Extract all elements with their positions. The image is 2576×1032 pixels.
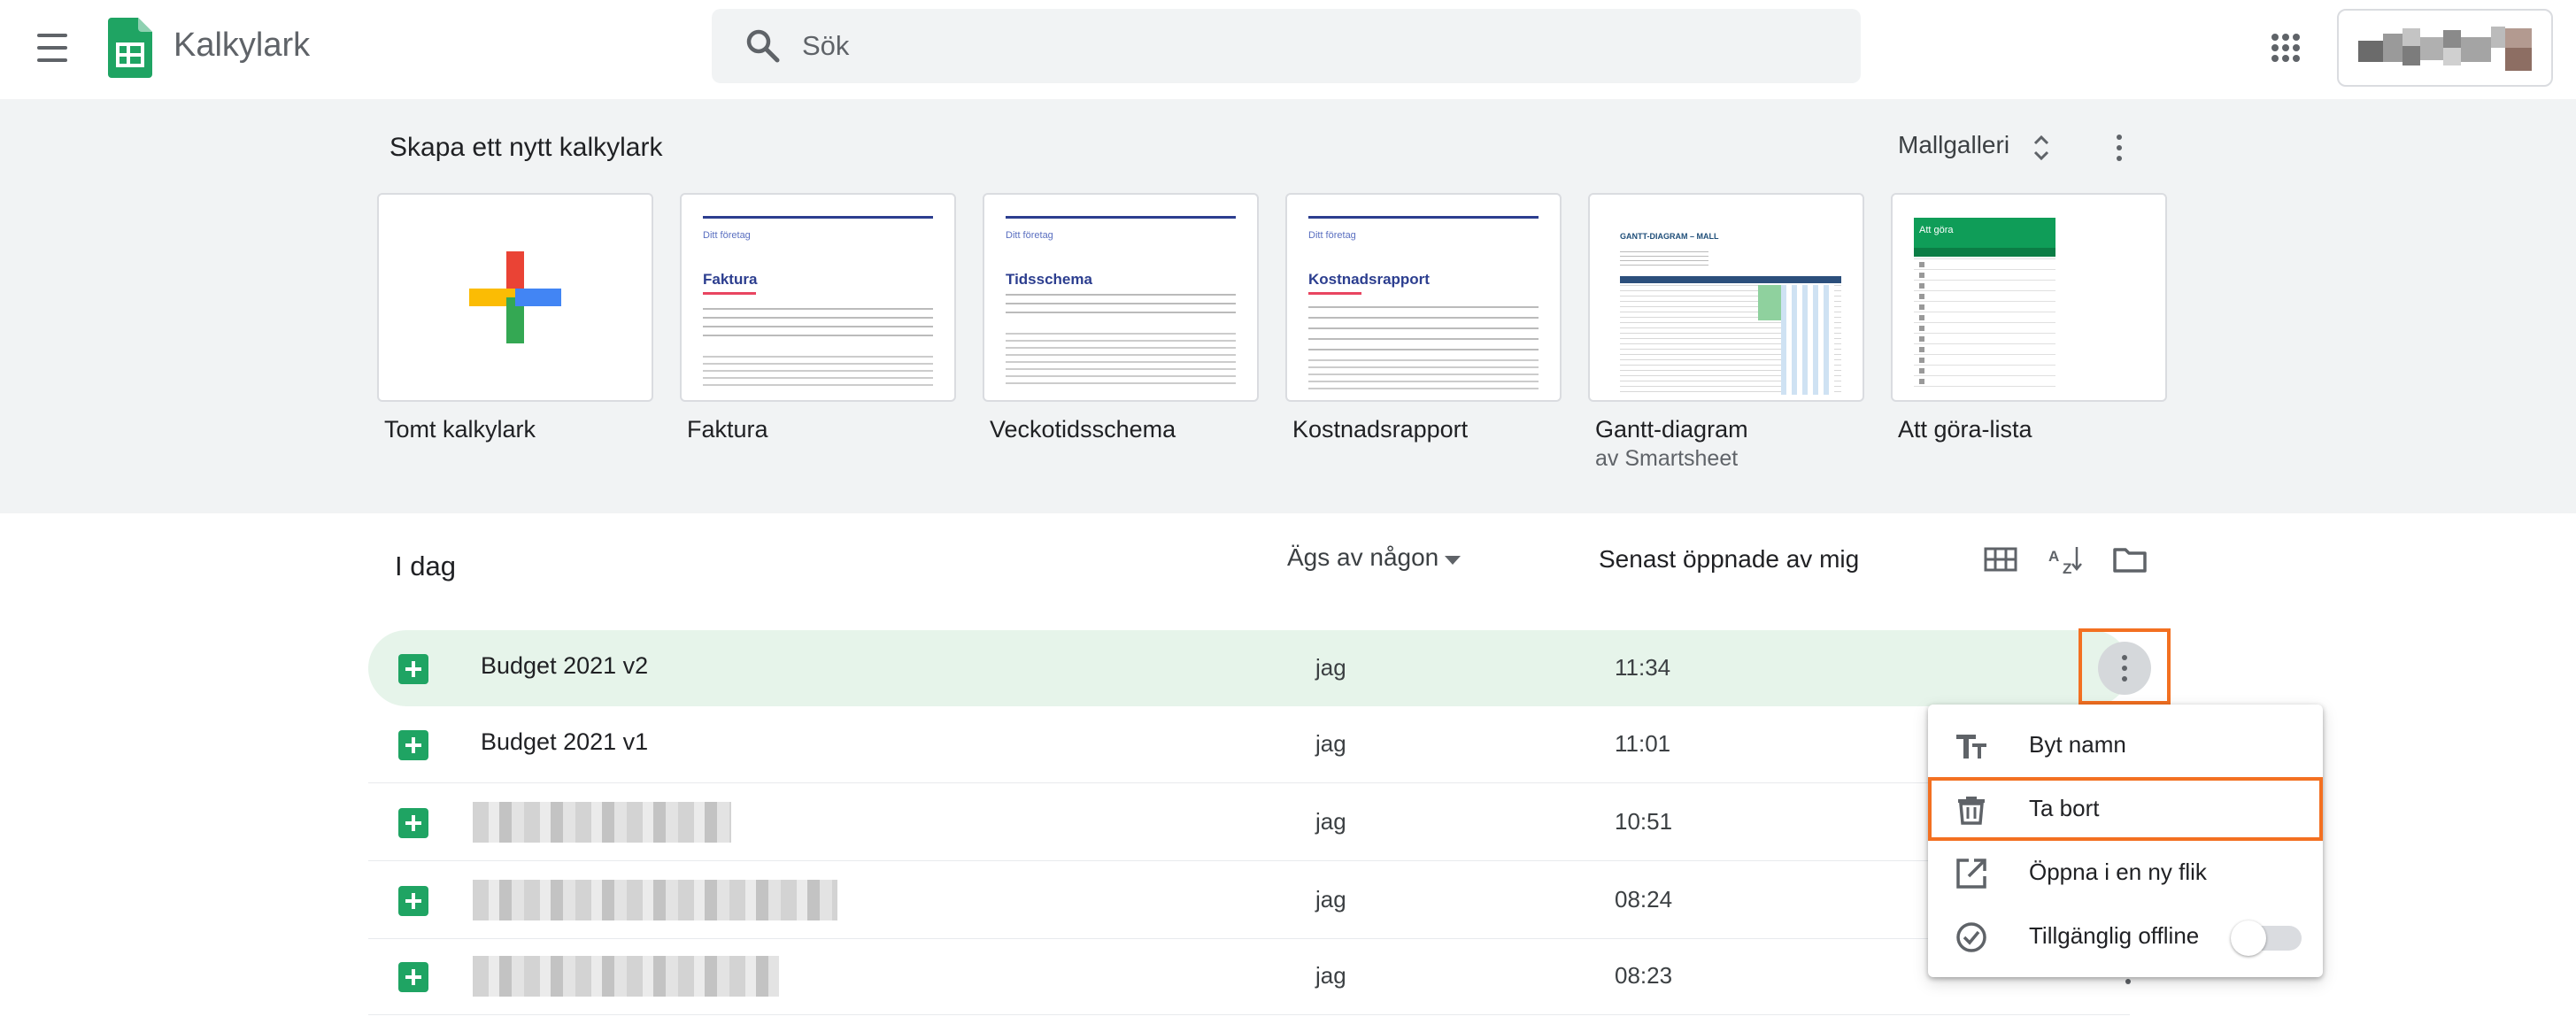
thumb-title: Kostnadsrapport xyxy=(1308,271,1430,288)
template-label: Att göra-lista xyxy=(1898,416,2032,443)
sheets-file-icon xyxy=(398,730,428,760)
text-format-icon xyxy=(1956,735,1986,759)
plus-icon xyxy=(469,251,561,343)
template-label: Tomt kalkylark xyxy=(384,416,536,443)
menu-item-label: Byt namn xyxy=(2029,731,2126,758)
file-time: 11:01 xyxy=(1615,730,1671,757)
template-label: Gantt-diagram xyxy=(1595,416,1748,443)
menu-item-label: Öppna i en ny flik xyxy=(2029,859,2207,885)
template-expense-report[interactable]: Ditt företag Kostnadsrapport xyxy=(1285,193,1562,402)
file-time: 10:51 xyxy=(1615,808,1673,835)
top-bar: Kalkylark xyxy=(0,0,2576,99)
list-section-title: I dag xyxy=(395,551,456,581)
redacted-file-name[interactable] xyxy=(473,880,837,920)
template-sublabel: av Smartsheet xyxy=(1595,446,1739,471)
sort-az-icon[interactable]: A Z xyxy=(2047,542,2082,577)
file-row[interactable]: Budget 2021 v2 jag 11:34 xyxy=(368,630,2130,706)
menu-item-label: Tillgänglig offline xyxy=(2029,922,2200,949)
file-row[interactable]: jag 08:23 xyxy=(368,938,2130,1015)
search-bar[interactable] xyxy=(712,9,1861,83)
template-label: Kostnadsrapport xyxy=(1292,416,1469,443)
sheets-file-icon xyxy=(398,962,428,992)
thumb-title: GANTT-DIAGRAM – MALL xyxy=(1620,232,1719,241)
thumb-company: Ditt företag xyxy=(1006,230,1053,241)
redacted-file-name[interactable] xyxy=(473,956,779,997)
template-blank[interactable] xyxy=(377,193,653,402)
open-in-new-icon xyxy=(1956,859,1986,889)
file-name[interactable]: Budget 2021 v1 xyxy=(481,728,649,755)
file-owner: jag xyxy=(1315,730,1346,757)
main-menu-button[interactable] xyxy=(34,30,74,65)
thumb-title: Faktura xyxy=(703,271,758,288)
google-apps-icon[interactable] xyxy=(2271,34,2300,62)
file-row[interactable]: Budget 2021 v1 jag 11:01 xyxy=(368,706,2130,783)
file-row[interactable]: jag 08:24 xyxy=(368,862,2130,939)
file-name[interactable]: Budget 2021 v2 xyxy=(481,652,649,679)
search-input[interactable] xyxy=(800,25,1778,67)
svg-text:A: A xyxy=(2048,548,2059,565)
file-owner: jag xyxy=(1315,654,1346,681)
owner-filter-dropdown[interactable]: Ägs av någon xyxy=(1287,543,1439,571)
template-todo[interactable]: Att göra xyxy=(1891,193,2167,402)
offline-check-icon xyxy=(1956,922,1986,952)
caret-down-icon[interactable] xyxy=(1445,556,1461,565)
menu-item-open-new-tab[interactable]: Öppna i en ny flik xyxy=(1928,841,2323,905)
menu-item-offline[interactable]: Tillgänglig offline xyxy=(1928,905,2323,968)
row-more-actions-highlight[interactable] xyxy=(2079,628,2171,705)
section-title: Skapa ett nytt kalkylark xyxy=(389,133,663,162)
thumb-title: Att göra xyxy=(1919,225,1954,235)
thumb-company: Ditt företag xyxy=(1308,230,1356,241)
trash-icon xyxy=(1958,797,1985,825)
thumb-company: Ditt företag xyxy=(703,230,751,241)
file-time: 08:23 xyxy=(1615,962,1673,989)
template-gallery-button[interactable]: Mallgalleri xyxy=(1898,131,2010,158)
search-icon[interactable] xyxy=(744,27,783,65)
file-time: 08:24 xyxy=(1615,886,1673,913)
file-owner: jag xyxy=(1315,886,1346,913)
account-button[interactable] xyxy=(2337,9,2553,87)
sort-label[interactable]: Senast öppnade av mig xyxy=(1599,545,1860,573)
menu-item-rename[interactable]: Byt namn xyxy=(1928,713,2323,777)
redacted-file-name[interactable] xyxy=(473,802,731,843)
file-context-menu: Byt namn Ta bort Öppna i en ny flik Till… xyxy=(1928,705,2323,977)
template-label: Veckotidsschema xyxy=(990,416,1176,443)
thumb-title: Tidsschema xyxy=(1006,271,1092,288)
file-owner: jag xyxy=(1315,808,1346,835)
offline-toggle[interactable] xyxy=(2231,920,2302,956)
menu-item-label: Ta bort xyxy=(2029,795,2100,821)
template-invoice[interactable]: Ditt företag Faktura xyxy=(680,193,956,402)
sheets-file-icon xyxy=(398,886,428,916)
more-vert-icon[interactable] xyxy=(2098,642,2151,695)
file-owner: jag xyxy=(1315,962,1346,989)
template-label: Faktura xyxy=(687,416,768,443)
menu-item-delete[interactable]: Ta bort xyxy=(1928,777,2323,841)
sheets-file-icon xyxy=(398,654,428,684)
grid-view-icon[interactable] xyxy=(1983,542,2018,577)
more-vert-icon[interactable] xyxy=(2114,133,2125,163)
template-timesheet[interactable]: Ditt företag Tidsschema xyxy=(983,193,1259,402)
unfold-icon[interactable] xyxy=(2032,133,2050,163)
folder-icon[interactable] xyxy=(2112,542,2148,577)
file-time: 11:34 xyxy=(1615,654,1671,681)
app-title[interactable]: Kalkylark xyxy=(174,27,311,64)
avatar xyxy=(2358,27,2532,71)
sheets-logo-icon[interactable] xyxy=(108,18,152,78)
file-row[interactable]: jag 10:51 xyxy=(368,784,2130,861)
svg-text:Z: Z xyxy=(2063,560,2071,577)
template-gantt[interactable]: GANTT-DIAGRAM – MALL xyxy=(1588,193,1864,402)
sheets-file-icon xyxy=(398,808,428,838)
